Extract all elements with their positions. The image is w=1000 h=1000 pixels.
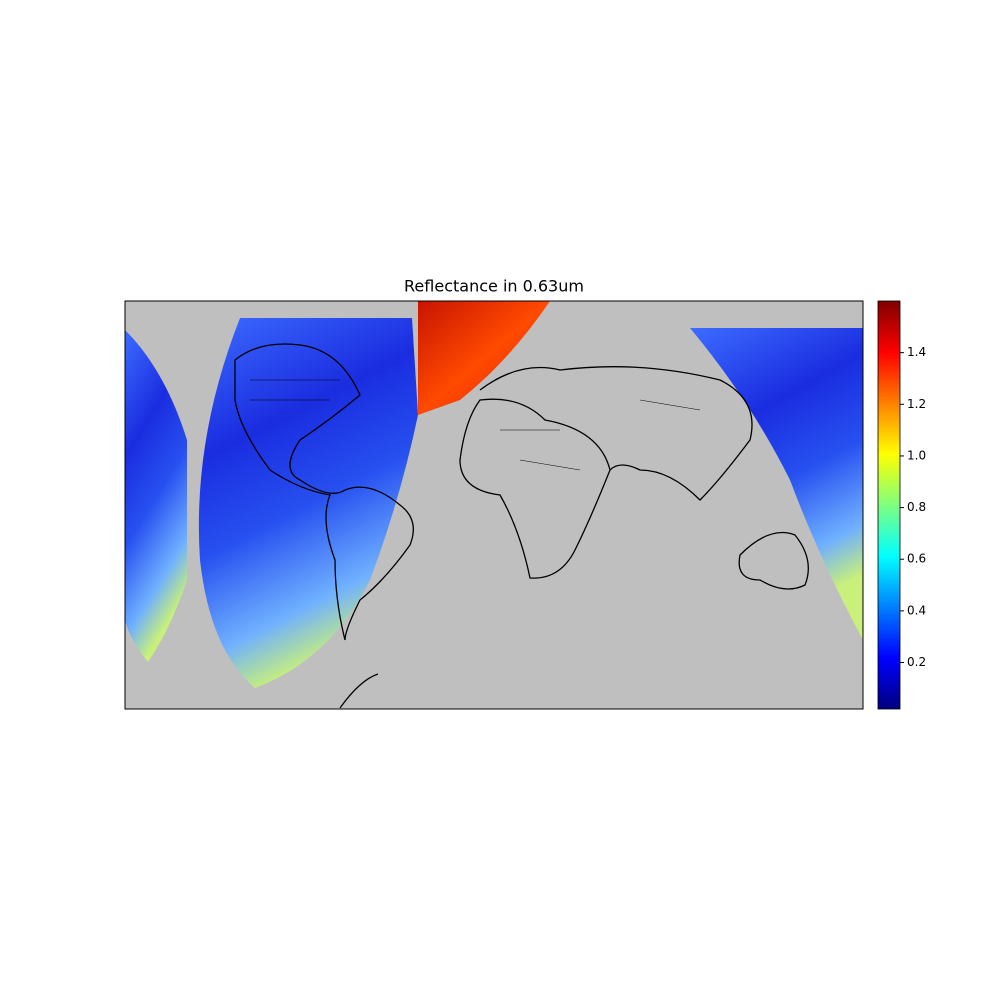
coastline bbox=[738, 531, 809, 590]
map bbox=[125, 301, 863, 709]
coastline bbox=[479, 366, 753, 501]
satellite-swath bbox=[690, 328, 863, 640]
colorbar-tick-label: 0.8 bbox=[907, 500, 926, 514]
coastline bbox=[459, 398, 611, 579]
colorbar-tick-label: 0.4 bbox=[907, 603, 926, 617]
colorbar-tick-label: 1.4 bbox=[907, 345, 926, 359]
coastline bbox=[339, 673, 379, 709]
chart-title: Reflectance in 0.63um bbox=[404, 277, 584, 296]
map-frame bbox=[124, 300, 864, 710]
colorbar-tick-label: 1.2 bbox=[907, 397, 926, 411]
coastline bbox=[234, 343, 414, 641]
satellite-swath bbox=[125, 330, 187, 662]
colorbar-tick-label: 0.2 bbox=[907, 655, 926, 669]
satellite-swath bbox=[418, 301, 550, 415]
colorbar-tick-label: 0.6 bbox=[907, 552, 926, 566]
colorbar-tick-label: 1.0 bbox=[907, 448, 926, 462]
satellite-swath bbox=[198, 318, 418, 688]
colorbar bbox=[877, 300, 901, 710]
border bbox=[250, 379, 701, 471]
